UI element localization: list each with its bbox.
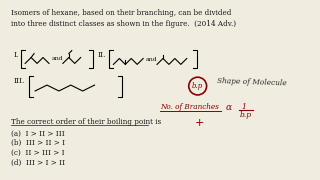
Text: and: and <box>52 56 64 61</box>
Text: (c)  II > III > I: (c) II > III > I <box>11 149 65 157</box>
Text: III.: III. <box>13 77 25 85</box>
Text: (d)  III > I > II: (d) III > I > II <box>11 159 65 167</box>
Text: (b)  III > II > I: (b) III > II > I <box>11 139 65 147</box>
Text: I.: I. <box>13 51 19 59</box>
Text: and: and <box>146 57 158 62</box>
Text: Shape of Molecule: Shape of Molecule <box>218 77 287 88</box>
Text: b.p: b.p <box>239 111 252 119</box>
Text: α: α <box>225 103 232 112</box>
Text: No. of Branches: No. of Branches <box>160 103 219 111</box>
Text: (a)  I > II > III: (a) I > II > III <box>11 129 65 137</box>
Text: The correct order of their boiling point is: The correct order of their boiling point… <box>11 118 161 126</box>
Text: Isomers of hexane, based on their branching, can be divided
into three distinct : Isomers of hexane, based on their branch… <box>11 9 236 28</box>
Text: 1: 1 <box>241 103 246 111</box>
Text: b.p: b.p <box>192 82 203 90</box>
Text: II.: II. <box>98 51 106 59</box>
Text: +: + <box>195 118 204 128</box>
